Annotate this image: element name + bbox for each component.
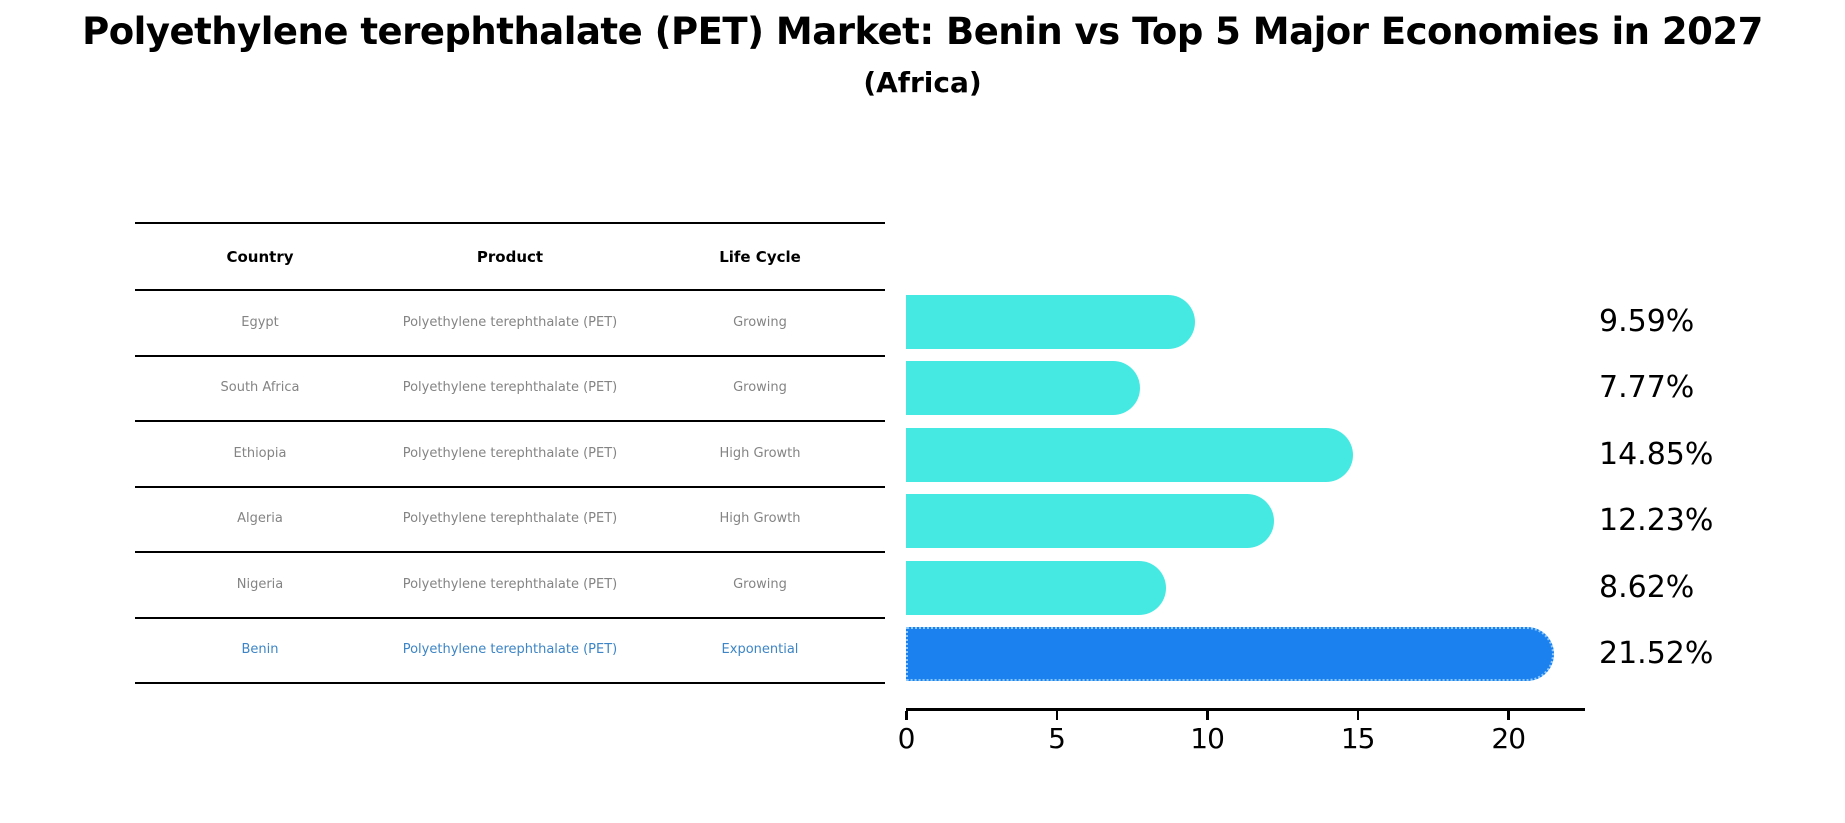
table-row: Egypt Polyethylene terephthalate (PET) G…	[135, 291, 885, 357]
table-row-highlighted: Benin Polyethylene terephthalate (PET) E…	[135, 619, 885, 684]
bar-value-label-south-africa: 7.77%	[1599, 370, 1695, 405]
country-cell: Nigeria	[236, 576, 284, 592]
x-tick-label: 10	[1190, 722, 1225, 755]
x-tick-label: 15	[1340, 722, 1376, 755]
country-cell: Algeria	[237, 511, 283, 527]
bar-value-label-egypt: 9.59%	[1599, 304, 1695, 339]
bar-value-label-ethiopia: 14.85%	[1599, 437, 1714, 472]
column-header-country: Country	[226, 247, 294, 266]
life-cycle-cell: Growing	[733, 314, 787, 330]
bar-egypt	[906, 295, 1195, 349]
bar-chart-plot-area: 0 5 10 15 20	[898, 222, 1585, 755]
tick-mark	[1507, 711, 1510, 720]
bar-value-label-nigeria: 8.62%	[1599, 570, 1695, 605]
tick-mark	[1206, 711, 1209, 720]
bar-ethiopia	[906, 428, 1354, 482]
bar-algeria	[906, 494, 1275, 548]
table-row: Algeria Polyethylene terephthalate (PET)…	[135, 488, 885, 553]
life-cycle-cell: High Growth	[719, 445, 801, 461]
bar-south-africa	[906, 361, 1140, 415]
country-cell: South Africa	[220, 380, 300, 396]
tick-mark	[1055, 711, 1059, 720]
life-cycle-cell: Growing	[733, 576, 787, 592]
bar-nigeria	[906, 561, 1166, 615]
table-row: Nigeria Polyethylene terephthalate (PET)…	[135, 553, 885, 619]
column-header-life-cycle: Life Cycle	[719, 247, 801, 266]
country-cell: Ethiopia	[233, 445, 287, 461]
product-cell: Polyethylene terephthalate (PET)	[402, 314, 618, 330]
product-cell: Polyethylene terephthalate (PET)	[402, 642, 618, 658]
country-cell: Egypt	[241, 314, 279, 330]
life-cycle-cell: Growing	[733, 380, 787, 396]
bar-value-label-algeria: 12.23%	[1599, 503, 1714, 538]
page-subtitle: (Africa)	[863, 66, 982, 99]
country-info-table: Country Product Life Cycle Egypt Polyeth…	[135, 222, 885, 684]
table-row: South Africa Polyethylene terephthalate …	[135, 357, 885, 422]
x-tick-label: 20	[1491, 722, 1526, 755]
table-header-row: Country Product Life Cycle	[135, 224, 885, 291]
product-cell: Polyethylene terephthalate (PET)	[402, 576, 618, 592]
bar-value-label-benin: 21.52%	[1599, 636, 1714, 671]
product-cell: Polyethylene terephthalate (PET)	[402, 380, 618, 396]
column-header-product: Product	[476, 247, 544, 266]
table-row: Ethiopia Polyethylene terephthalate (PET…	[135, 422, 885, 488]
x-tick-label: 0	[897, 722, 916, 755]
x-tick-label: 5	[1048, 722, 1066, 755]
life-cycle-cell: High Growth	[719, 511, 801, 527]
tick-mark	[1356, 711, 1360, 720]
bar-benin-highlighted	[906, 627, 1554, 681]
product-cell: Polyethylene terephthalate (PET)	[402, 511, 618, 527]
page-title: Polyethylene terephthalate (PET) Market:…	[82, 10, 1763, 53]
product-cell: Polyethylene terephthalate (PET)	[402, 445, 618, 461]
country-cell: Benin	[241, 642, 279, 658]
tick-mark	[905, 711, 908, 720]
life-cycle-cell: Exponential	[721, 642, 799, 658]
